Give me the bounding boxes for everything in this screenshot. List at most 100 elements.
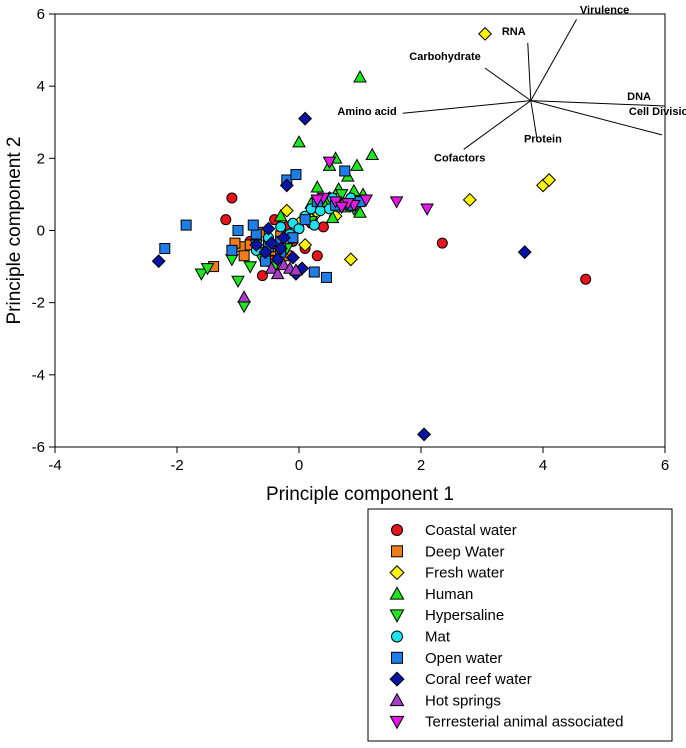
point-open-water	[232, 225, 244, 236]
legend-label-coral-reef-water: Coral reef water	[425, 671, 532, 688]
legend-marker-coastal-water	[391, 524, 403, 536]
legend-marker-hot-springs	[389, 692, 405, 707]
point-deep-water	[238, 250, 250, 262]
point-open-water	[308, 266, 320, 278]
legend-label-deep-water: Deep Water	[425, 543, 504, 560]
point-open-water	[226, 244, 238, 256]
point-human	[292, 135, 306, 148]
point-human	[353, 205, 367, 218]
point-terresterial-animal-associated	[389, 196, 404, 209]
vector-protein	[530, 100, 538, 139]
point-coastal-water	[226, 192, 238, 204]
legend-marker-deep-water	[391, 545, 403, 558]
plot-area: Virulence RNA Carbohydrate DNA Cell Division…	[54, 4, 686, 448]
point-open-water	[247, 219, 259, 231]
point-hypersaline	[225, 254, 239, 267]
point-coastal-water	[256, 270, 268, 282]
point-hot-springs	[289, 263, 303, 276]
point-fresh-water	[279, 203, 294, 218]
point-terresterial-animal-associated	[334, 201, 349, 215]
point-coral-reef-water	[270, 252, 285, 267]
point-coral-reef-water	[279, 178, 294, 193]
point-open-water	[250, 228, 262, 240]
point-mat	[293, 223, 305, 235]
point-hypersaline	[334, 189, 349, 202]
legend-marker-open-water	[391, 651, 403, 664]
point-coral-reef-water	[417, 427, 432, 442]
x-tick-label: 2	[417, 457, 425, 474]
point-coral-reef-water	[298, 111, 313, 126]
x-tick-label: 4	[539, 457, 547, 474]
point-terresterial-animal-associated	[359, 194, 373, 207]
legend-marker-mat	[391, 630, 403, 643]
point-hypersaline	[194, 268, 209, 281]
point-coral-reef-water	[285, 250, 300, 265]
legend-label-open-water: Open water	[425, 650, 503, 667]
vector-label-dna: DNA	[627, 91, 651, 103]
point-human	[273, 209, 288, 222]
vector-label-cofactors: Cofactors	[434, 152, 485, 164]
point-coastal-water	[311, 250, 323, 262]
point-coastal-water	[220, 214, 232, 226]
vector-label-cell-division: Cell Division	[629, 106, 686, 118]
point-hypersaline	[200, 263, 215, 276]
y-tick-label: 2	[37, 150, 45, 167]
legend-marker-hypersaline	[389, 609, 405, 623]
y-axis-ticks: -6 -4 -2 0 2 4 6	[32, 6, 55, 456]
vector-cell-division	[530, 100, 663, 136]
legend-label-coastal-water: Coastal water	[425, 522, 517, 539]
vector-cofactors	[463, 100, 532, 150]
point-coral-reef-water	[261, 221, 276, 236]
legend-marker-fresh-water	[389, 565, 405, 581]
point-coral-reef-water	[517, 245, 532, 260]
legend-box	[367, 508, 673, 742]
vector-label-virulence: Virulence	[580, 4, 629, 16]
point-terresterial-animal-associated	[310, 194, 325, 207]
point-fresh-water	[478, 26, 493, 41]
point-human	[310, 180, 325, 193]
y-tick-label: -4	[32, 367, 45, 384]
x-tick-label: -2	[170, 457, 183, 474]
point-coral-reef-water	[273, 241, 288, 256]
point-mat	[308, 219, 320, 231]
point-open-water	[159, 243, 171, 255]
vector-label-carbohydrate: Carbohydrate	[409, 51, 481, 63]
point-hypersaline	[237, 300, 251, 314]
point-open-water	[320, 271, 332, 283]
legend: Coastal water Deep Water Fresh water Human H…	[367, 508, 673, 742]
vector-dna	[530, 100, 666, 107]
x-axis-ticks: -4 -2 0 2 4 6	[48, 447, 669, 474]
point-human	[350, 158, 364, 171]
point-hypersaline	[243, 261, 258, 274]
x-tick-label: 0	[295, 457, 303, 474]
point-hypersaline	[231, 275, 245, 289]
point-coral-reef-water	[151, 254, 166, 269]
point-fresh-water	[343, 252, 358, 267]
point-hot-springs	[237, 290, 251, 303]
legend-label-terresterial-animal-associated: Terresterial animal associated	[425, 714, 623, 731]
biplot-vectors: Virulence RNA Carbohydrate DNA Cell Division…	[337, 4, 686, 164]
legend-marker-terresterial-animal-associated	[389, 715, 405, 730]
point-open-water	[339, 165, 351, 177]
vector-amino-acid	[402, 100, 531, 114]
point-coral-reef-water	[258, 245, 273, 260]
point-coastal-water	[436, 237, 448, 249]
vector-label-protein: Protein	[524, 133, 562, 145]
point-hot-springs	[270, 266, 285, 280]
point-mat	[314, 205, 326, 217]
point-coral-reef-water	[264, 236, 279, 251]
vector-label-amino-acid: Amino acid	[337, 106, 396, 118]
point-terresterial-animal-associated	[420, 203, 434, 216]
legend-marker-human	[389, 586, 405, 600]
point-mat	[275, 221, 287, 233]
point-open-water	[290, 169, 302, 181]
point-fresh-water	[462, 192, 477, 207]
vector-rna	[527, 42, 532, 101]
legend-label-fresh-water: Fresh water	[425, 565, 504, 582]
point-fresh-water	[298, 237, 313, 252]
point-human	[353, 70, 367, 83]
y-tick-label: 6	[37, 6, 45, 23]
point-open-water	[180, 219, 192, 231]
y-tick-label: 4	[37, 78, 45, 95]
y-tick-label: -6	[32, 439, 45, 456]
